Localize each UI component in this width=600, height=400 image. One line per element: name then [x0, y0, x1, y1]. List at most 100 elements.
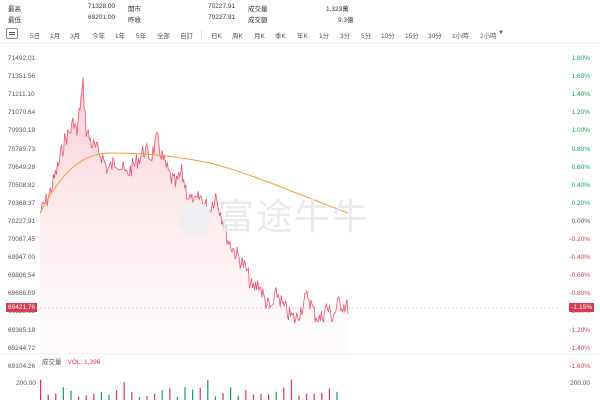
high-label: 最高 — [8, 6, 21, 13]
turnover-label: 成交額 — [248, 17, 268, 24]
range-custom[interactable]: 自訂 — [180, 33, 193, 40]
right-tick-label: 0.60% — [571, 163, 590, 171]
volume-bar — [138, 397, 140, 400]
turnover-value: 9.3億 — [338, 17, 354, 24]
right-tick-label: -0.60% — [569, 272, 590, 280]
interval-3min[interactable]: 3分 — [340, 33, 351, 40]
right-tick-label: -1.40% — [569, 344, 590, 352]
interval-year[interactable]: 年K — [297, 33, 308, 40]
range-5d[interactable]: 5日 — [30, 33, 41, 40]
range-all[interactable]: 全部 — [157, 33, 170, 40]
volume-bar — [123, 382, 125, 400]
right-tick-label: -0.40% — [569, 254, 590, 262]
volume-bar — [222, 393, 224, 400]
volume-bar — [199, 387, 201, 400]
volume-bar — [313, 393, 315, 400]
left-tick-label: 69244.72 — [8, 344, 36, 352]
interval-week[interactable]: 周K — [232, 33, 243, 40]
volume-bar — [245, 389, 247, 400]
volume-bar — [283, 387, 285, 400]
volume-bar — [214, 396, 216, 400]
volume-bar — [161, 390, 163, 400]
right-tick-label: 1.20% — [571, 109, 590, 117]
volume-bar — [47, 394, 49, 400]
volume-bar — [290, 379, 292, 400]
interval-month[interactable]: 月K — [254, 33, 265, 40]
open-value: 70227.91 — [208, 3, 236, 10]
volume-bar — [207, 379, 209, 400]
average-line — [39, 152, 349, 214]
volume-title: 成交量 — [42, 359, 62, 366]
volume-bar — [100, 391, 102, 400]
volume-scale-left: 200.00 — [16, 380, 36, 387]
left-tick-label: 69947.00 — [8, 254, 36, 262]
volume-scale-right: 200.00 — [570, 380, 590, 387]
volume-bar — [230, 387, 232, 400]
price-chart[interactable]: 富途牛牛 71492.01 71351.56 71211.10 71070.64 709… — [0, 45, 600, 400]
volume-bar — [154, 393, 156, 400]
left-tick-label: 71351.56 — [8, 73, 36, 81]
current-price-tag: 69421.76 — [6, 303, 38, 312]
volume-bar — [93, 393, 95, 400]
volume-bar — [40, 379, 42, 400]
chevron-down-icon[interactable]: ▼ — [498, 30, 504, 36]
range-ytd[interactable]: 今年 — [92, 33, 105, 40]
right-tick-label: 1.00% — [571, 127, 590, 135]
left-tick-label: 69806.54 — [8, 272, 36, 280]
range-1m[interactable]: 1月 — [50, 33, 61, 40]
volume-bar — [184, 387, 186, 400]
interval-1min[interactable]: 1分 — [319, 33, 330, 40]
open-label: 開市 — [128, 6, 141, 13]
left-tick-label: 69104.26 — [8, 362, 36, 370]
volume-bar — [192, 389, 194, 400]
interval-day[interactable]: 日K — [211, 33, 222, 40]
interval-5min[interactable]: 5分 — [361, 33, 372, 40]
interval-quarter[interactable]: 季K — [275, 33, 286, 40]
interval-2hour[interactable]: 2小時 — [480, 33, 497, 40]
volume-bar — [62, 387, 64, 400]
volume-bar — [275, 391, 277, 400]
right-tick-label: 1.80% — [571, 55, 590, 62]
volume-bar — [237, 395, 239, 400]
interval-15min[interactable]: 15分 — [405, 33, 419, 40]
current-pct-tag: -1.15% — [569, 303, 594, 312]
volume-bar — [321, 392, 323, 400]
interval-10min[interactable]: 10分 — [381, 33, 395, 40]
volume-bar — [336, 391, 338, 400]
left-tick-label: 71211.10 — [8, 91, 35, 99]
volume-value-label: VOL: 1,396 — [67, 359, 101, 366]
left-tick-label: 70087.45 — [8, 236, 36, 243]
volume-label: 成交量 — [248, 6, 268, 13]
volume-bar — [85, 395, 87, 400]
right-tick-label: -1.60% — [569, 362, 590, 370]
range-1y[interactable]: 1年 — [115, 33, 126, 40]
prev-close-label: 昨收 — [128, 17, 141, 24]
watermark-text: 富途牛牛 — [218, 197, 371, 238]
left-tick-label: 71492.01 — [8, 55, 36, 62]
right-tick-label: 1.60% — [571, 73, 590, 81]
volume-bar — [176, 397, 178, 400]
volume-bar — [78, 396, 80, 400]
right-tick-label: -0.80% — [569, 290, 590, 298]
left-tick-label: 71070.64 — [8, 109, 36, 117]
range-3m[interactable]: 3月 — [70, 33, 81, 40]
range-5y[interactable]: 5年 — [136, 33, 147, 40]
right-tick-label: 0.40% — [571, 181, 590, 189]
left-tick-label: 70930.19 — [8, 127, 36, 135]
volume-bar — [252, 394, 254, 400]
volume-bar — [131, 392, 133, 400]
volume-bar — [70, 390, 72, 400]
volume-bar — [169, 388, 171, 400]
volume-bar — [298, 395, 300, 400]
chart-toolbar: 5日 1月 3月 今年 1年 5年 全部 自訂 日K 周K 月K 季K 年K 1… — [0, 27, 600, 44]
right-tick-label: -1.20% — [569, 326, 590, 334]
high-value: 71328.00 — [88, 3, 116, 10]
left-tick-label: 70508.82 — [8, 181, 36, 189]
low-value: 69201.00 — [88, 14, 116, 21]
interval-30min[interactable]: 30分 — [428, 33, 442, 40]
stats-header: 最高 71328.00 最低 69201.00 開市 70227.91 昨收 7… — [0, 2, 600, 26]
interval-1hour[interactable]: 1小時 — [452, 33, 469, 40]
right-tick-label: 1.40% — [571, 91, 590, 99]
chart-type-icon[interactable] — [6, 28, 18, 39]
left-tick-label: 69666.09 — [8, 290, 36, 298]
